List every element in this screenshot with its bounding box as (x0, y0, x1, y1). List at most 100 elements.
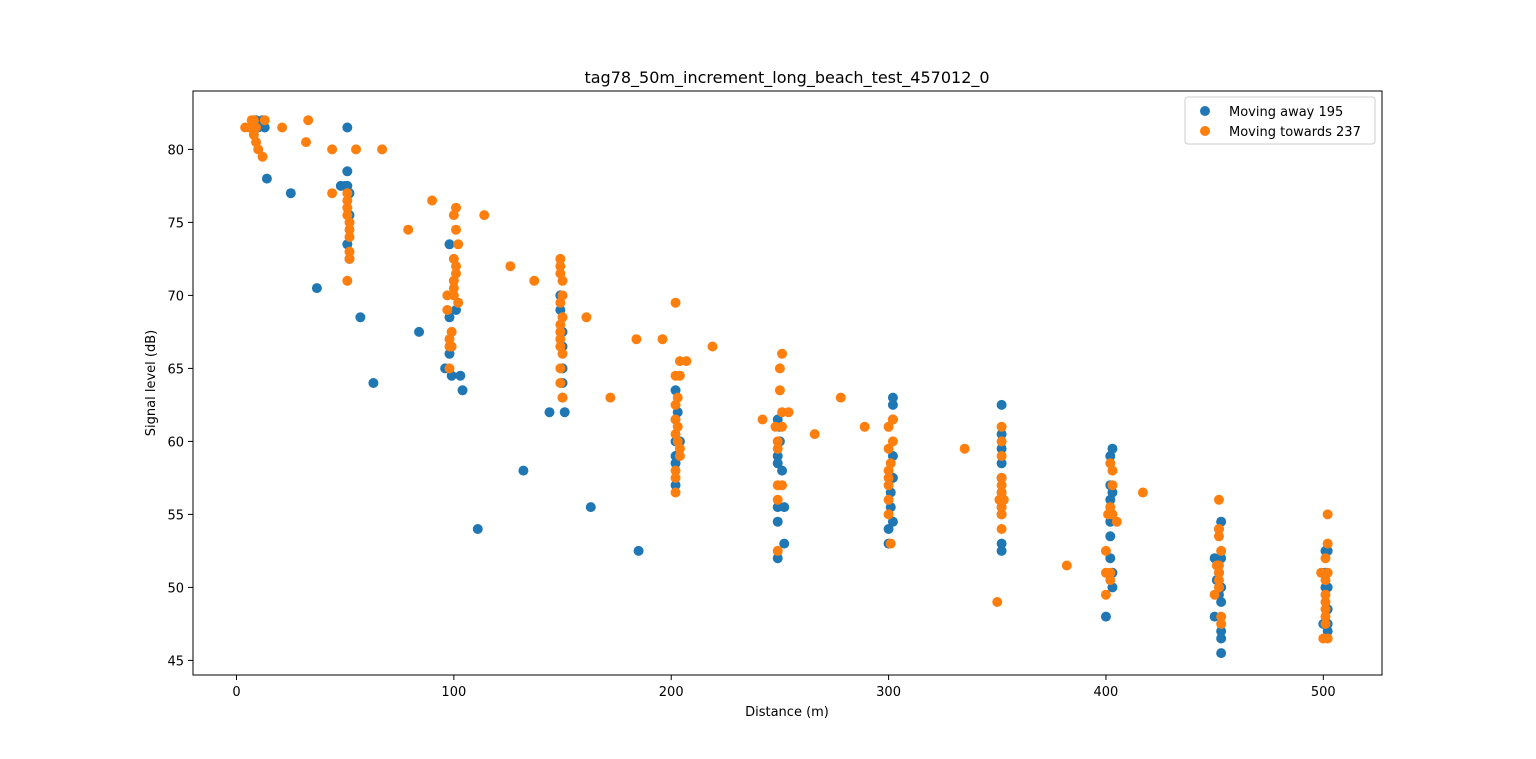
data-point (1320, 589, 1331, 600)
data-point (774, 385, 785, 396)
data-point (1320, 618, 1331, 629)
data-point (670, 480, 681, 491)
x-tick-label: 400 (1094, 685, 1119, 700)
data-point (996, 421, 1007, 432)
data-point (253, 144, 264, 155)
x-axis: 0 100 200 300 400 500 (232, 675, 1336, 700)
y-tick-label: 70 (167, 289, 184, 304)
data-point (1100, 611, 1111, 622)
data-point (544, 407, 555, 418)
data-point (342, 195, 353, 206)
data-point (1320, 597, 1331, 607)
data-point (311, 283, 322, 294)
data-point (670, 472, 681, 483)
data-point (303, 115, 314, 126)
data-point (996, 538, 1007, 549)
data-point (479, 210, 490, 221)
data-point (585, 502, 596, 513)
data-point (1213, 494, 1224, 505)
data-point (772, 545, 783, 556)
data-point (809, 429, 820, 440)
data-point (557, 312, 568, 323)
data-point (1216, 597, 1227, 607)
data-point (368, 378, 379, 388)
data-point (1216, 648, 1227, 659)
data-point (403, 224, 414, 235)
data-point (1213, 567, 1224, 578)
data-point (774, 363, 785, 374)
y-tick-label: 50 (167, 581, 184, 596)
data-point (1137, 487, 1148, 498)
data-point (448, 283, 459, 294)
data-point (427, 195, 438, 206)
data-point (448, 290, 459, 301)
data-point (581, 312, 592, 323)
data-point (444, 363, 455, 374)
data-point (301, 137, 312, 148)
data-point (883, 524, 894, 534)
data-point (285, 188, 296, 199)
data-point (996, 443, 1007, 454)
data-point (446, 341, 457, 352)
data-point (259, 122, 270, 133)
data-point (559, 407, 570, 418)
data-point (327, 188, 338, 199)
data-point (883, 494, 894, 505)
data-point (772, 553, 783, 564)
data-point (1061, 560, 1072, 571)
data-point (887, 392, 898, 403)
data-point (472, 524, 483, 534)
legend-marker-moving-towards (1200, 126, 1210, 136)
data-point (996, 451, 1007, 461)
y-tick-label: 45 (167, 654, 184, 669)
data-point (342, 275, 353, 286)
data-points (240, 115, 1333, 659)
data-point (529, 275, 540, 286)
legend-box (1184, 96, 1376, 145)
y-tick-label: 80 (167, 143, 184, 158)
data-point (674, 370, 685, 381)
data-point (883, 472, 894, 483)
data-point (451, 224, 462, 235)
data-point (681, 356, 692, 367)
data-point (996, 545, 1007, 556)
data-point (835, 392, 846, 403)
plot-frame (192, 90, 1383, 676)
data-point (859, 421, 870, 432)
data-point (777, 465, 788, 476)
data-point (344, 246, 355, 257)
data-point (555, 378, 566, 388)
data-point (1322, 567, 1333, 578)
data-point (1216, 611, 1227, 622)
data-point (261, 173, 272, 184)
data-point (672, 421, 683, 432)
data-point (1320, 604, 1331, 615)
data-point (887, 414, 898, 425)
data-point (355, 312, 366, 323)
data-point (772, 443, 783, 454)
data-point (670, 465, 681, 476)
legend-label-moving-away: Moving away 195 (1229, 105, 1343, 120)
data-point (518, 465, 529, 476)
data-point (1216, 618, 1227, 629)
data-point (772, 458, 783, 469)
data-point (453, 239, 464, 250)
data-point (505, 261, 516, 272)
data-point (1213, 575, 1224, 586)
data-point (772, 516, 783, 527)
data-point (1107, 509, 1118, 520)
data-point (1216, 626, 1227, 637)
data-point (351, 144, 362, 155)
data-point (670, 487, 681, 498)
legend: Moving away 195 Moving towards 237 (1184, 96, 1376, 145)
data-point (1105, 553, 1116, 564)
data-point (557, 290, 568, 301)
data-point (555, 363, 566, 374)
data-point (344, 232, 355, 242)
data-point (344, 224, 355, 235)
data-point (327, 144, 338, 155)
data-point (772, 451, 783, 461)
data-point (557, 348, 568, 359)
data-point (996, 480, 1007, 491)
